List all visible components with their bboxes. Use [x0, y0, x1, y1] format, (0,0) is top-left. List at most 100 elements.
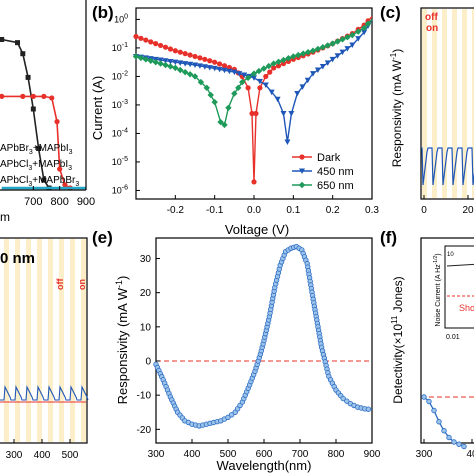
panel-a-legend-2: APbCl3+MAPbI3 — [0, 159, 72, 172]
panel-b-y-tick-exponent: -3 — [122, 99, 128, 106]
panel-b-series-3-point — [329, 40, 336, 47]
panel-d-x-tick-label: 500 — [62, 450, 79, 461]
panel-b-x-tick-label: 0.2 — [326, 205, 340, 216]
panel-b-series-3-point — [255, 67, 263, 75]
panel-a-legend-part: APbBr — [0, 143, 30, 154]
panel-b-series-2-point — [256, 78, 263, 85]
panel-b-series-2-point — [172, 59, 179, 66]
panel-e-y-ticks: -20 -10 0 10 20 30 — [137, 254, 160, 436]
panel-e-y-label: Responsivity (mA W-1) — [114, 276, 130, 405]
panel-b-y-tick-label: 10-1 — [112, 42, 128, 53]
panel-a-plot-area — [0, 36, 86, 191]
panel-a-legend-part: 3 — [75, 181, 79, 188]
panel-e-x-tick-label: 700 — [292, 449, 309, 460]
panel-b-series-3-point — [152, 58, 159, 66]
panel-b-x-tick-label: -0.1 — [206, 205, 224, 216]
panel-b-series-2-point — [192, 62, 198, 69]
panel-d-on-band — [70, 239, 75, 442]
panel-a-x-tick-label: 800 — [50, 196, 68, 208]
panel-b-y-tick-base: 10 — [112, 157, 122, 167]
panel-b-series-2-point — [216, 66, 223, 73]
panel-f-y-label: Detectivity(×1011 Jones) — [390, 276, 405, 403]
panel-e-y-tick-label: 30 — [140, 254, 152, 265]
panel-b-y-tick-base: 10 — [114, 14, 124, 24]
panel-b-series-2-point — [339, 49, 346, 56]
panel-e-y-label-main: Responsivity (mA W — [115, 287, 130, 404]
panel-c-x-ticks: 0 20 — [421, 195, 474, 216]
panel-a-x-label: m — [0, 210, 10, 224]
panel-a-x-tick-label: 900 — [77, 196, 95, 208]
panel-b-series-2-point — [361, 29, 368, 36]
panel-f-y-label-end: Jones) — [391, 276, 405, 315]
panel-b-x-tick-label: -0.2 — [167, 205, 185, 216]
panel-b-series-3-point — [299, 50, 307, 57]
panel-b-series-1-point — [267, 69, 273, 75]
panel-d-x-tick-label: 300 — [6, 450, 23, 461]
panel-a-series-1-point — [25, 74, 31, 80]
panel-f-series-point — [441, 428, 447, 434]
panel-b-series-3-point — [304, 48, 312, 56]
panel-b-series-3-point — [285, 55, 292, 62]
panel-b-series-1-point — [143, 37, 149, 43]
panel-b-series-1-point — [192, 53, 198, 60]
panel-f-x-tick-label: 40 — [466, 449, 474, 460]
panel-b-legend: Dark 450 nm 650 nm — [292, 152, 354, 192]
panel-b-series-1-point — [202, 56, 208, 62]
panel-b-series-3-point — [290, 53, 297, 60]
panel-a-legend-part: 3 — [29, 149, 33, 156]
panel-d-annotation-off: off — [55, 278, 65, 290]
panel-b-series-2-point — [268, 89, 275, 96]
panel-b-series-3-point — [203, 84, 210, 92]
panel-c: 0 20 (c) Responsivity (mA W-1) off on — [380, 3, 474, 216]
panel-f-label: (f) — [380, 228, 397, 247]
panel-b-series-3-point — [172, 64, 179, 72]
panel-b-series-1-point — [177, 49, 183, 55]
panel-f-inset-y-label: Noise Current (A Hz-1/2) — [433, 253, 442, 326]
panel-b-series-1-point — [153, 41, 159, 47]
panel-a-legend-3: APbCl3+MAPbBr3 — [0, 175, 79, 188]
panel-b-legend-label-2: 450 nm — [317, 166, 354, 178]
panel-b-series-2-point — [288, 110, 295, 117]
panel-b-series-3-point — [324, 42, 331, 49]
panel-f-inset-frame — [444, 245, 474, 329]
panel-b-x-ticks: -0.2 -0.1 0.0 0.1 0.2 0.3 — [167, 195, 379, 216]
panel-b-legend-marker-3 — [298, 181, 306, 189]
svg-text:Detectivity(×1011 Jones): Detectivity(×1011 Jones) — [390, 276, 405, 403]
panel-b-y-tick-label: 10-5 — [112, 156, 128, 167]
panel-a-series-1-point — [20, 51, 26, 57]
panel-f-plot-area — [421, 394, 474, 450]
panel-a-series-2-point — [30, 93, 36, 99]
panel-c-on-band — [442, 9, 447, 198]
panel-b-series-1-point — [263, 73, 269, 80]
panel-b-series-2-point — [274, 96, 281, 103]
panel-b-series-3-point — [250, 70, 258, 77]
panel-c-y-label: Responsivity (mA W-1) — [389, 49, 404, 167]
panel-e-x-tick-label: 500 — [220, 449, 237, 460]
panel-b-series-2-line — [135, 19, 373, 143]
panel-b-series-1-point — [162, 44, 169, 50]
panel-e-label: (e) — [92, 228, 113, 247]
panel-b-series-2-point — [206, 65, 213, 71]
panel-b-series-1-point — [280, 60, 287, 67]
panel-b-series-3-point — [207, 91, 214, 99]
panel-f-series-point — [456, 441, 462, 447]
panel-a-legend-part: +MAPbI — [32, 159, 68, 170]
panel-b-series-2-point — [304, 77, 311, 84]
panel-f-inset-y-label-end: ) — [435, 253, 442, 255]
panel-b-series-3-point — [280, 56, 287, 64]
panel-b-series-2-point — [211, 65, 218, 72]
panel-b-y-tick-base: 10 — [112, 185, 122, 195]
panel-a-legend-part: 3 — [28, 181, 32, 188]
panel-c-annotation-on: on — [426, 23, 438, 34]
panel-e-x-label: Wavelength(nm) — [217, 458, 312, 473]
panel-e-y-tick-label: -10 — [137, 391, 152, 402]
panel-f-inset-y-label-sup: -1/2 — [433, 256, 439, 265]
panel-b-series-2-point — [310, 71, 316, 77]
panel-d-on-band — [59, 239, 64, 442]
panel-b-series-2-point — [262, 82, 269, 88]
svg-text:Noise Current (A Hz-1/2): Noise Current (A Hz-1/2) — [433, 253, 442, 326]
panel-f-x-tick-label: 300 — [416, 449, 433, 460]
panel-b-series-3-point — [314, 45, 322, 53]
svg-text:Responsivity (mA W-1): Responsivity (mA W-1) — [114, 276, 130, 405]
panel-b-series-1-point — [167, 46, 174, 52]
